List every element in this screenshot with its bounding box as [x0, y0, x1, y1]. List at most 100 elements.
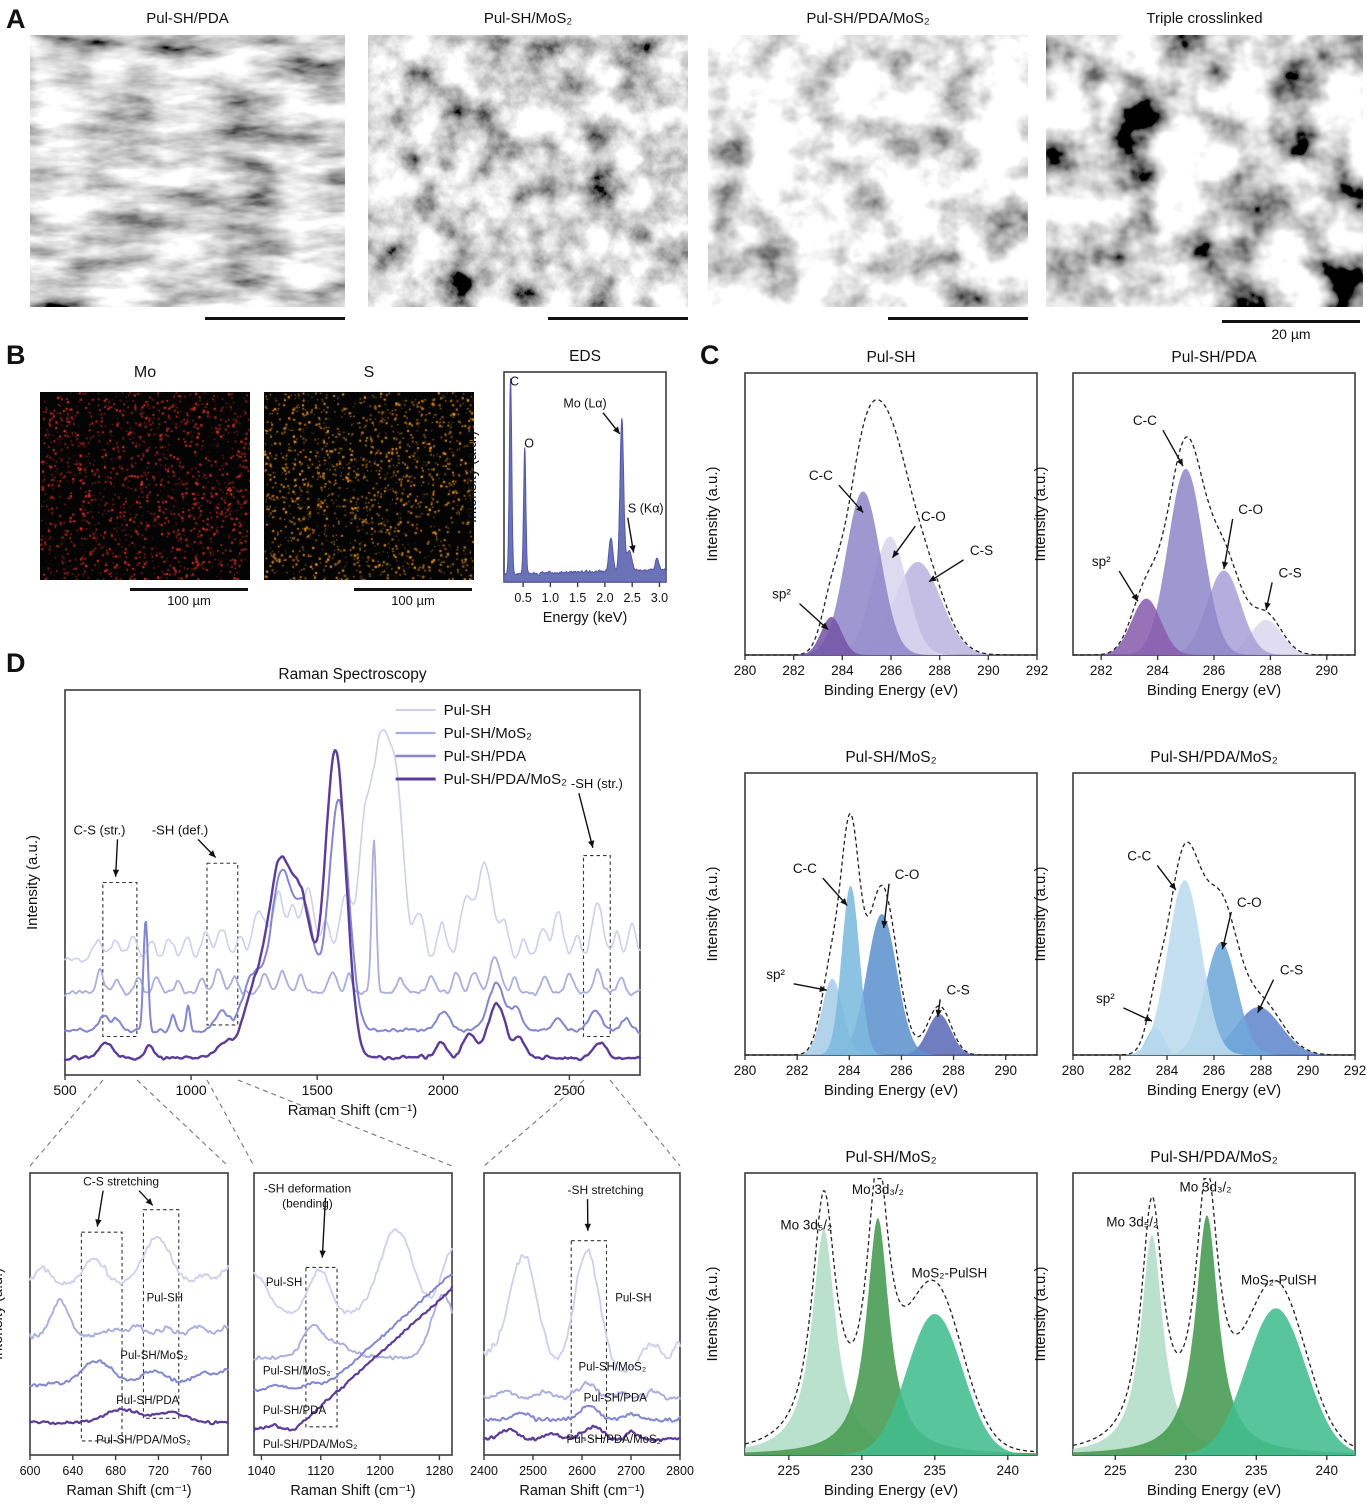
svg-text:Pul-SH/PDA/MoS₂: Pul-SH/PDA/MoS₂ [444, 771, 568, 788]
svg-text:288: 288 [1259, 663, 1282, 678]
xps-c1s-pul-sh-pda-mos2-chart: 280 282 284 286 288 290 292 Binding Energy (eV)… [1030, 745, 1367, 1099]
svg-text:290: 290 [994, 1063, 1017, 1078]
raman-sub-cs-stretch-chart: 600 640 680 720 760 Raman Shift (cm⁻¹) Intensi… [0, 1165, 240, 1505]
svg-text:Pul-SH/PDA: Pul-SH/PDA [116, 1395, 180, 1407]
xps-c1s-pul-sh-chart: 280 282 284 286 288 290 292 Binding Energy (eV)… [700, 345, 1048, 699]
svg-text:Mo 3d₅/₂: Mo 3d₅/₂ [1106, 1215, 1158, 1230]
xps-c1s-pul-sh-pda-chart: 282 284 286 288 290 Binding Energy (eV) Intens… [1030, 345, 1367, 699]
svg-text:284: 284 [1146, 663, 1169, 678]
svg-text:Pul-SH/PDA/MoS₂: Pul-SH/PDA/MoS₂ [567, 1434, 662, 1446]
svg-text:Pul-SH/PDA/MoS₂: Pul-SH/PDA/MoS₂ [96, 1435, 191, 1447]
svg-text:760: 760 [191, 1464, 212, 1478]
sem-scalebar-4 [1222, 320, 1360, 323]
svg-text:Pul-SH/MoS₂: Pul-SH/MoS₂ [845, 749, 936, 766]
eds-map-s-title: S [363, 364, 375, 381]
svg-text:288: 288 [928, 663, 951, 678]
svg-text:1280: 1280 [425, 1464, 453, 1478]
svg-text:Pul-SH/PDA: Pul-SH/PDA [444, 748, 527, 765]
xps-mo3d-pul-sh-mos2-chart: 225 230 235 240 Binding Energy (eV) Intensity… [700, 1145, 1045, 1499]
svg-text:Raman Shift (cm⁻¹): Raman Shift (cm⁻¹) [66, 1483, 191, 1499]
svg-text:sp²: sp² [1096, 991, 1115, 1006]
svg-text:284: 284 [1156, 1063, 1179, 1078]
svg-text:Pul-SH: Pul-SH [444, 702, 492, 719]
svg-text:C: C [510, 375, 519, 389]
svg-text:Pul-SH/MoS₂: Pul-SH/MoS₂ [444, 725, 533, 742]
svg-text:282: 282 [1090, 663, 1113, 678]
svg-text:2.0: 2.0 [596, 591, 613, 605]
svg-text:MoS₂-PulSH: MoS₂-PulSH [1241, 1272, 1317, 1287]
svg-text:Pul-SH/PDA: Pul-SH/PDA [584, 1392, 648, 1404]
svg-text:C-O: C-O [921, 509, 946, 524]
svg-text:290: 290 [1297, 1063, 1320, 1078]
svg-text:1000: 1000 [176, 1082, 207, 1098]
svg-text:S (Kα): S (Kα) [628, 502, 664, 516]
svg-text:Intensity (a.u.): Intensity (a.u.) [0, 1268, 6, 1360]
sem-scalebar-3 [888, 317, 1028, 320]
svg-text:280: 280 [734, 1063, 757, 1078]
svg-text:C-O: C-O [895, 867, 920, 882]
sem-image-pul-sh-mos2 [368, 35, 688, 307]
sem-image-pul-sh-pda-mos2 [708, 35, 1028, 307]
svg-text:286: 286 [880, 663, 903, 678]
svg-text:225: 225 [1104, 1463, 1127, 1478]
svg-text:2700: 2700 [617, 1464, 645, 1478]
svg-text:292: 292 [1026, 663, 1049, 678]
svg-text:C-S: C-S [970, 543, 993, 558]
svg-text:282: 282 [786, 1063, 809, 1078]
svg-text:282: 282 [1109, 1063, 1132, 1078]
svg-text:Pul-SH/MoS₂: Pul-SH/MoS₂ [263, 1366, 331, 1378]
svg-text:Pul-SH: Pul-SH [147, 1292, 183, 1304]
svg-text:Intensity (a.u.): Intensity (a.u.) [704, 1266, 721, 1361]
svg-text:sp²: sp² [766, 967, 785, 982]
svg-text:MoS₂-PulSH: MoS₂-PulSH [912, 1265, 988, 1280]
sem-image-triple-crosslinked [1046, 35, 1363, 307]
svg-text:Raman Shift (cm⁻¹): Raman Shift (cm⁻¹) [519, 1483, 644, 1499]
svg-text:2500: 2500 [554, 1082, 585, 1098]
svg-text:292: 292 [1344, 1063, 1367, 1078]
eds-map-s [264, 392, 474, 580]
svg-text:1200: 1200 [366, 1464, 394, 1478]
svg-text:C-S: C-S [947, 982, 970, 997]
svg-text:Pul-SH: Pul-SH [866, 349, 915, 366]
svg-text:Binding Energy (eV): Binding Energy (eV) [1147, 1482, 1281, 1499]
svg-text:C-O: C-O [1238, 502, 1263, 517]
svg-text:2600: 2600 [568, 1464, 596, 1478]
svg-text:Mo 3d₃/₂: Mo 3d₃/₂ [1180, 1179, 1232, 1194]
svg-text:240: 240 [997, 1463, 1020, 1478]
svg-text:720: 720 [148, 1464, 169, 1478]
svg-text:280: 280 [734, 663, 757, 678]
svg-text:1.0: 1.0 [542, 591, 559, 605]
map-mo-scale-label: 100 µm [167, 593, 211, 608]
map-s-scalebar [354, 588, 472, 591]
svg-text:C-C: C-C [1133, 413, 1157, 428]
svg-text:C-C: C-C [809, 468, 833, 483]
svg-text:Binding Energy (eV): Binding Energy (eV) [824, 682, 958, 699]
svg-text:Mo (Lα): Mo (Lα) [563, 397, 606, 411]
svg-text:230: 230 [1175, 1463, 1198, 1478]
svg-text:286: 286 [1203, 663, 1226, 678]
svg-text:286: 286 [890, 1063, 913, 1078]
sem-title-2: Pul-SH/MoS₂ [483, 10, 573, 27]
svg-text:Raman Shift (cm⁻¹): Raman Shift (cm⁻¹) [288, 1102, 418, 1119]
map-mo-scalebar [130, 588, 248, 591]
svg-text:2800: 2800 [666, 1464, 694, 1478]
svg-text:-SH (str.): -SH (str.) [571, 776, 623, 791]
svg-text:235: 235 [924, 1463, 947, 1478]
svg-text:1.5: 1.5 [569, 591, 586, 605]
svg-text:EDS: EDS [569, 348, 601, 365]
raman-sub-sh-stretch-chart: 2400 2500 2600 2700 2800 Raman Shift (cm⁻¹) Pu… [462, 1165, 694, 1505]
svg-text:288: 288 [942, 1063, 965, 1078]
svg-text:-SH (def.): -SH (def.) [152, 822, 208, 837]
svg-text:Raman Shift (cm⁻¹): Raman Shift (cm⁻¹) [290, 1483, 415, 1499]
svg-text:Energy (keV): Energy (keV) [543, 610, 628, 626]
svg-text:235: 235 [1245, 1463, 1268, 1478]
svg-text:C-C: C-C [1127, 848, 1151, 863]
sem-image-pul-sh-pda [30, 35, 345, 307]
svg-text:0.5: 0.5 [514, 591, 531, 605]
svg-text:Mo 3d₅/₂: Mo 3d₅/₂ [780, 1217, 832, 1232]
svg-text:Pul-SH/PDA/MoS₂: Pul-SH/PDA/MoS₂ [1150, 749, 1277, 766]
panel-c-label: C [700, 340, 720, 370]
svg-text:sp²: sp² [1092, 554, 1111, 569]
sem-scale-label: 20 µm [1271, 326, 1311, 342]
eds-map-mo-title: Mo [133, 364, 157, 381]
